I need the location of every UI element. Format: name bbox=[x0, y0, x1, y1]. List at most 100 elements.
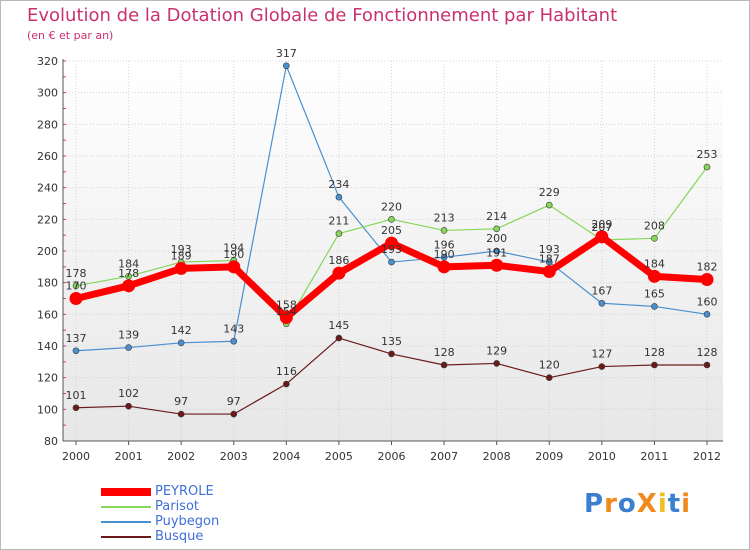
y-tick-label: 320 bbox=[37, 55, 58, 68]
y-tick-label: 260 bbox=[37, 150, 58, 163]
data-label: 190 bbox=[223, 248, 244, 261]
data-label: 170 bbox=[66, 280, 87, 293]
data-label: 154 bbox=[276, 305, 297, 318]
data-point bbox=[388, 216, 395, 223]
data-point bbox=[174, 261, 188, 275]
data-label: 184 bbox=[118, 257, 139, 270]
logo-letter: P bbox=[584, 489, 605, 519]
x-tick-label: 2011 bbox=[640, 450, 668, 463]
x-tick-label: 2002 bbox=[167, 450, 195, 463]
data-label: 145 bbox=[328, 319, 349, 332]
data-label: 190 bbox=[434, 248, 455, 261]
y-tick-label: 200 bbox=[37, 245, 58, 258]
data-label: 128 bbox=[434, 346, 455, 359]
data-point bbox=[542, 265, 556, 279]
y-tick-label: 80 bbox=[44, 435, 58, 448]
logo-letter: t bbox=[667, 489, 682, 519]
legend: PEYROLE Parisot Puybegon Busque bbox=[101, 485, 321, 545]
data-point bbox=[283, 380, 290, 388]
data-point bbox=[493, 360, 500, 367]
data-point bbox=[440, 227, 448, 234]
data-label: 101 bbox=[66, 389, 87, 402]
data-point bbox=[493, 247, 500, 255]
x-tick-label: 2010 bbox=[588, 450, 616, 463]
data-point bbox=[230, 337, 238, 345]
y-tick-label: 300 bbox=[37, 87, 58, 100]
data-label: 128 bbox=[644, 346, 665, 359]
data-point bbox=[385, 236, 398, 250]
data-label: 194 bbox=[223, 242, 244, 255]
data-label: 229 bbox=[539, 186, 560, 199]
data-label: 182 bbox=[697, 261, 718, 274]
x-tick-label: 2001 bbox=[115, 450, 143, 463]
data-point bbox=[125, 344, 132, 351]
logo-letter: o bbox=[617, 489, 637, 519]
data-label: 97 bbox=[227, 395, 241, 408]
data-point bbox=[279, 311, 293, 324]
data-label: 193 bbox=[171, 243, 192, 256]
legend-swatch bbox=[101, 521, 151, 523]
data-label: 220 bbox=[381, 200, 402, 213]
logo-letter: i bbox=[657, 489, 668, 519]
logo-letter: r bbox=[604, 489, 618, 519]
y-tick-label: 100 bbox=[37, 403, 58, 416]
x-tick-label: 2003 bbox=[220, 450, 248, 463]
data-point bbox=[598, 363, 606, 370]
x-tick-label: 2000 bbox=[62, 450, 90, 463]
data-point bbox=[700, 273, 714, 286]
x-tick-label: 2009 bbox=[535, 450, 563, 463]
data-point bbox=[598, 299, 606, 307]
y-tick-label: 220 bbox=[37, 213, 58, 226]
data-point bbox=[332, 266, 346, 280]
data-label: 127 bbox=[591, 348, 612, 361]
data-point bbox=[335, 230, 343, 237]
data-point bbox=[227, 260, 241, 274]
data-point bbox=[72, 347, 80, 355]
data-label: 178 bbox=[118, 267, 139, 280]
x-tick-label: 2007 bbox=[430, 450, 458, 463]
legend-label: Puybegon bbox=[155, 514, 220, 529]
data-label: 128 bbox=[697, 346, 718, 359]
x-tick-label: 2005 bbox=[325, 450, 353, 463]
line-chart: 80 100 120 140 160 180 200 220 240 260 280 300 320 20… bbox=[37, 47, 723, 463]
logo-letter: i bbox=[681, 489, 692, 519]
data-point bbox=[125, 273, 132, 280]
data-label: 187 bbox=[539, 253, 560, 266]
data-label: 211 bbox=[328, 215, 349, 228]
data-point bbox=[177, 339, 185, 347]
y-tick-label: 160 bbox=[37, 308, 58, 321]
y-tick-label: 120 bbox=[37, 372, 58, 385]
data-label: 191 bbox=[486, 246, 507, 259]
legend-label: Parisot bbox=[155, 499, 200, 514]
data-point bbox=[335, 193, 343, 201]
data-label: 97 bbox=[174, 395, 188, 408]
x-tick-label: 2004 bbox=[272, 450, 300, 463]
data-point bbox=[388, 258, 395, 266]
data-label: 102 bbox=[118, 387, 139, 400]
data-point bbox=[177, 410, 185, 418]
logo-letter: X bbox=[636, 489, 658, 519]
chart-subtitle: (en € et par an) bbox=[27, 29, 114, 42]
proxiti-logo: ProXiti bbox=[584, 489, 691, 519]
y-tick-label: 240 bbox=[37, 182, 58, 195]
data-point bbox=[490, 258, 504, 272]
data-point bbox=[125, 402, 132, 410]
data-label: 317 bbox=[276, 47, 297, 60]
data-label: 189 bbox=[171, 249, 192, 262]
data-label: 193 bbox=[539, 243, 560, 256]
y-tick-label: 180 bbox=[37, 277, 58, 290]
y-tick-label: 140 bbox=[37, 340, 58, 353]
data-label: 165 bbox=[644, 287, 665, 300]
data-label: 213 bbox=[434, 211, 455, 224]
data-label: 193 bbox=[381, 243, 402, 256]
data-point bbox=[647, 269, 661, 283]
data-label: 253 bbox=[697, 148, 718, 161]
legend-swatch bbox=[101, 506, 151, 508]
data-point bbox=[440, 361, 448, 369]
data-label: 207 bbox=[591, 221, 612, 234]
legend-item-peyrole: PEYROLE bbox=[101, 485, 321, 500]
data-label: 129 bbox=[486, 344, 507, 357]
data-point bbox=[493, 225, 500, 233]
data-point bbox=[651, 361, 658, 369]
